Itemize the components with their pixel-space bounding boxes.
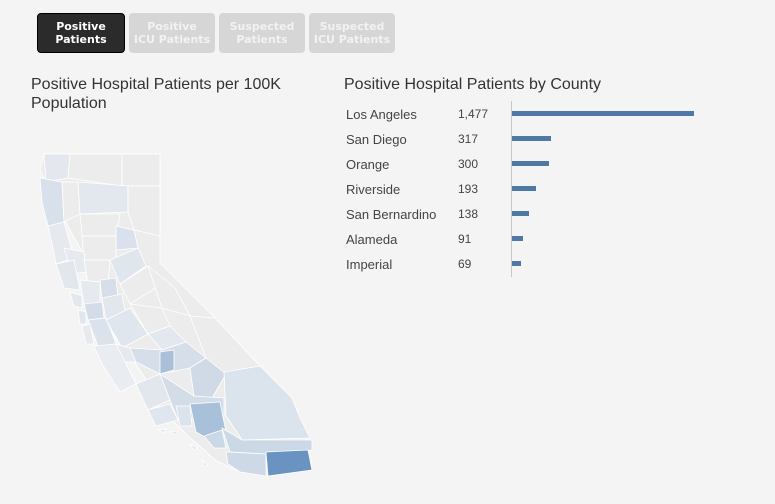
- county-san-bernardino[interactable]: [223, 365, 311, 441]
- county-row[interactable]: San Diego 317: [346, 126, 746, 151]
- county-santa-cruz[interactable]: [81, 323, 95, 345]
- county-glenn-butte[interactable]: [81, 235, 117, 261]
- tab-label-line2: ICU Patients: [133, 33, 211, 46]
- county-napa-solano[interactable]: [79, 279, 101, 305]
- county-row[interactable]: Los Angeles 1,477: [346, 101, 746, 126]
- county-placer[interactable]: [109, 247, 147, 285]
- county-alameda[interactable]: [83, 301, 105, 321]
- county-san-diego[interactable]: [225, 451, 267, 477]
- tab-label-line1: Suspected: [229, 20, 295, 33]
- county-imperial[interactable]: [265, 449, 313, 477]
- county-row[interactable]: Orange 300: [346, 151, 746, 176]
- county-value: 317: [458, 132, 479, 146]
- county-bar[interactable]: [512, 236, 524, 241]
- tab-label-line2: Patients: [55, 33, 107, 46]
- county-tulare[interactable]: [189, 357, 227, 399]
- tab-positive-icu-patients[interactable]: Positive ICU Patients: [129, 13, 215, 53]
- county-bar[interactable]: [512, 211, 529, 216]
- tab-positive-patients[interactable]: Positive Patients: [37, 13, 125, 53]
- county-santa-barbara[interactable]: [147, 403, 179, 427]
- county-bar[interactable]: [512, 161, 549, 166]
- tab-suspected-icu-patients[interactable]: Suspected ICU Patients: [309, 13, 395, 53]
- county-row[interactable]: Alameda 91: [346, 226, 746, 251]
- county-sonoma[interactable]: [55, 259, 81, 291]
- county-marin[interactable]: [69, 291, 83, 309]
- county-value: 69: [458, 257, 472, 271]
- county-value: 1,477: [458, 107, 489, 121]
- tab-label-line1: Positive: [56, 20, 106, 33]
- county-modoc[interactable]: [121, 153, 161, 187]
- county-lassen[interactable]: [127, 185, 161, 237]
- county-row[interactable]: San Bernardino 138: [346, 201, 746, 226]
- county-name: Los Angeles: [346, 107, 417, 122]
- county-name: San Bernardino: [346, 207, 437, 222]
- channel-islands: [157, 428, 209, 467]
- county-bar-chart: Los Angeles 1,477 San Diego 317 Orange 300 Riv…: [346, 101, 746, 276]
- california-county-map[interactable]: [30, 148, 330, 488]
- metric-tabs: Positive Patients Positive ICU Patients …: [37, 13, 395, 53]
- county-bar[interactable]: [512, 186, 536, 191]
- county-shasta[interactable]: [77, 181, 129, 215]
- county-value: 91: [458, 232, 472, 246]
- county-name: Imperial: [346, 257, 393, 272]
- chart-title: Positive Hospital Patients by County: [344, 76, 602, 93]
- county-ventura[interactable]: [175, 405, 193, 427]
- county-bar[interactable]: [512, 111, 694, 116]
- county-humboldt[interactable]: [39, 177, 65, 227]
- tab-label-line1: Suspected: [319, 20, 385, 33]
- tab-suspected-patients[interactable]: Suspected Patients: [219, 13, 305, 53]
- county-tehama[interactable]: [79, 213, 121, 237]
- county-name: Alameda: [346, 232, 398, 247]
- county-bar[interactable]: [512, 261, 521, 266]
- county-value: 193: [458, 182, 479, 196]
- county-san-francisco[interactable]: [77, 309, 87, 325]
- county-del-norte[interactable]: [43, 153, 71, 183]
- tab-label-line2: ICU Patients: [313, 33, 391, 46]
- county-row[interactable]: Riverside 193: [346, 176, 746, 201]
- tab-label-line1: Positive: [147, 20, 197, 33]
- county-value: 300: [458, 157, 479, 171]
- county-monterey[interactable]: [93, 343, 137, 393]
- county-name: San Diego: [346, 132, 407, 147]
- county-kings[interactable]: [159, 349, 175, 375]
- county-name: Riverside: [346, 182, 401, 197]
- bar-chart-axis: [511, 101, 512, 277]
- county-value: 138: [458, 207, 479, 221]
- county-bar[interactable]: [512, 136, 552, 141]
- county-name: Orange: [346, 157, 390, 172]
- county-row[interactable]: Imperial 69: [346, 251, 746, 276]
- county-orange[interactable]: [203, 429, 227, 449]
- tab-label-line2: Patients: [236, 33, 288, 46]
- map-title: Positive Hospital Patients per 100K Popu…: [31, 76, 281, 112]
